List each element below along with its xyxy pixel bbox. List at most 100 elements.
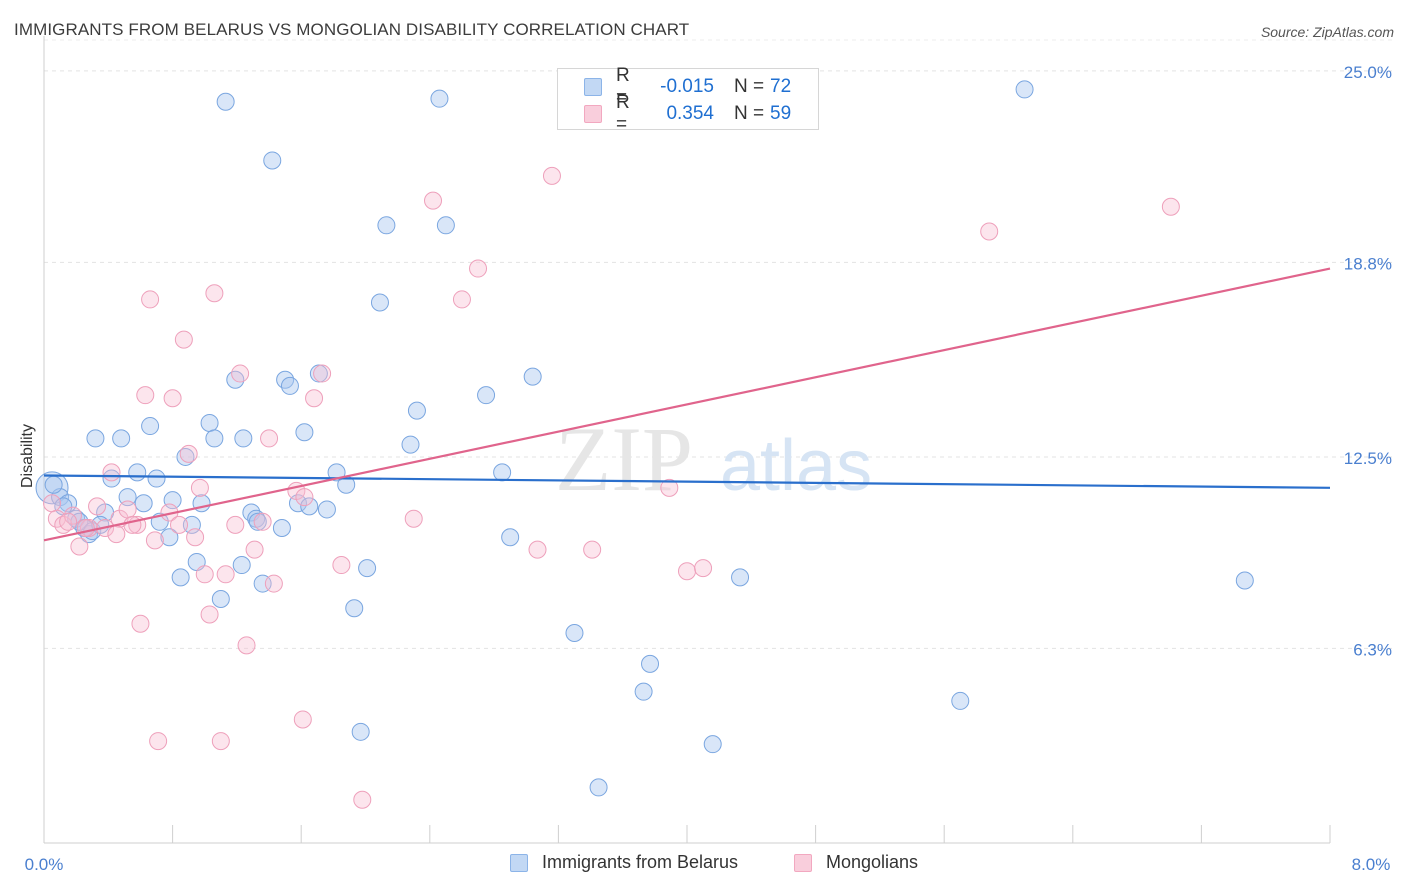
- data-point-mongolians: [231, 364, 250, 383]
- data-point-mongolians: [88, 497, 107, 516]
- axes: [43, 36, 1331, 844]
- data-point-belarus: [272, 518, 291, 537]
- bottom-legend-belarus: Immigrants from Belarus: [510, 852, 738, 873]
- data-point-mongolians: [469, 259, 488, 278]
- bottom-legend-mongolians: Mongolians: [794, 852, 918, 873]
- data-point-mongolians: [107, 525, 126, 544]
- data-point-mongolians: [211, 732, 230, 751]
- legend-label-belarus: Immigrants from Belarus: [542, 852, 739, 872]
- data-point-mongolians: [313, 364, 332, 383]
- data-point-mongolians: [353, 790, 372, 809]
- legend-n-label: N =: [734, 76, 765, 97]
- data-point-mongolians: [186, 528, 205, 547]
- data-point-belarus: [641, 654, 660, 673]
- data-point-belarus: [211, 590, 230, 609]
- data-point-belarus: [703, 735, 722, 754]
- legend-label-mongolians: Mongolians: [826, 852, 919, 872]
- watermark-zip: ZIP: [555, 408, 693, 510]
- data-point-mongolians: [452, 290, 471, 309]
- data-point-belarus: [317, 500, 336, 519]
- data-point-mongolians: [54, 515, 73, 534]
- legend-n-label: N =: [734, 103, 765, 124]
- data-point-mongolians: [205, 284, 224, 303]
- data-point-belarus: [200, 413, 219, 432]
- data-point-belarus: [102, 469, 121, 488]
- data-point-mongolians: [980, 222, 999, 241]
- data-point-belarus: [430, 89, 449, 108]
- data-point-belarus: [216, 92, 235, 111]
- gridlines: [44, 39, 1392, 649]
- data-point-mongolians: [293, 710, 312, 729]
- legend-row-belarus: R = -0.015 N = 72: [584, 65, 792, 108]
- data-point-mongolians: [295, 488, 314, 507]
- data-point-mongolians: [237, 636, 256, 655]
- data-point-belarus: [493, 463, 512, 482]
- trend-line-belarus: [43, 474, 1331, 489]
- x-tick-label: 8.0%: [1352, 855, 1391, 874]
- data-point-belarus: [226, 370, 245, 389]
- data-point-mongolians: [226, 515, 245, 534]
- x-tick-label: 0.0%: [25, 855, 64, 874]
- data-point-belarus: [160, 528, 179, 547]
- data-point-mongolians: [63, 506, 82, 525]
- y-tick-label: 25.0%: [1344, 63, 1392, 82]
- data-point-belarus: [1235, 571, 1254, 590]
- data-point-belarus: [951, 691, 970, 710]
- data-point-belarus: [436, 216, 455, 235]
- data-point-belarus: [407, 401, 426, 420]
- data-point-mongolians: [123, 515, 142, 534]
- legend-r-label: R =: [616, 65, 630, 108]
- legend-swatch-blue: [584, 78, 602, 96]
- data-point-belarus: [523, 367, 542, 386]
- data-point-belarus: [232, 556, 251, 575]
- data-point-belarus: [248, 512, 267, 531]
- legend-n-value: 72: [770, 76, 792, 97]
- legend-swatch-pink: [584, 105, 602, 123]
- data-point-mongolians: [59, 512, 78, 531]
- data-point-mongolians: [136, 386, 155, 405]
- data-point-mongolians: [305, 389, 324, 408]
- data-point-belarus: [141, 417, 160, 436]
- data-point-mongolians: [583, 540, 602, 559]
- data-point-belarus: [345, 599, 364, 618]
- legend-swatch-blue: [510, 853, 528, 872]
- data-point-belarus: [351, 722, 370, 741]
- data-point-mongolians: [195, 565, 214, 584]
- data-point-mongolians: [260, 429, 279, 448]
- data-point-mongolians: [70, 537, 89, 556]
- data-point-belarus: [731, 568, 750, 587]
- data-point-mongolians: [404, 509, 423, 528]
- data-point-belarus: [147, 469, 166, 488]
- data-point-mongolians: [118, 500, 137, 519]
- data-point-mongolians: [253, 512, 272, 531]
- data-point-mongolians: [102, 463, 121, 482]
- y-tick-label: 18.8%: [1344, 254, 1392, 273]
- data-point-mongolians: [174, 330, 193, 349]
- data-point-belarus: [134, 494, 153, 513]
- data-point-mongolians: [542, 166, 561, 185]
- watermark-atlas: atlas: [720, 426, 872, 506]
- data-point-belarus: [377, 216, 396, 235]
- data-point-belarus: [565, 623, 584, 642]
- data-point-mongolians: [131, 614, 150, 633]
- legend-swatch-pink: [794, 853, 812, 872]
- y-tick-label: 6.3%: [1353, 640, 1392, 659]
- legend-n-value: 59: [770, 103, 792, 124]
- source-label: Source: ZipAtlas.com: [1260, 24, 1394, 40]
- data-point-belarus: [176, 447, 195, 466]
- data-point-belarus: [300, 497, 319, 516]
- legend-r-value: 0.354: [666, 103, 714, 124]
- data-point-belarus: [112, 429, 131, 448]
- data-point-mongolians: [179, 444, 198, 463]
- data-point-belarus: [501, 528, 520, 547]
- data-point-belarus: [276, 370, 295, 389]
- data-point-belarus: [205, 429, 224, 448]
- data-point-mongolians: [170, 515, 189, 534]
- data-point-mongolians: [332, 556, 351, 575]
- data-point-mongolians: [200, 605, 219, 624]
- data-point-mongolians: [264, 574, 283, 593]
- data-point-mongolians: [163, 389, 182, 408]
- data-point-belarus: [295, 423, 314, 442]
- legend-r-value: -0.015: [660, 76, 714, 97]
- data-point-mongolians: [245, 540, 264, 559]
